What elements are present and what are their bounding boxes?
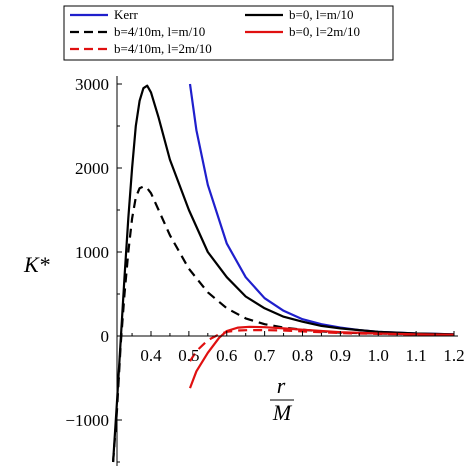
y-axis-title: K* xyxy=(23,252,50,277)
y-tick-label: 0 xyxy=(101,327,110,346)
legend-label: b=0, l=2m/10 xyxy=(289,24,360,39)
y-tick-label: 3000 xyxy=(75,75,109,94)
x-tick-label: 0.8 xyxy=(292,346,313,365)
series-line-0 xyxy=(188,83,455,336)
legend: Kerr b=0, l=m/10 b=4/10m, l=m/10 b=0, l=2m/… xyxy=(63,5,394,61)
x-tick-label: 0.4 xyxy=(140,346,162,365)
x-tick-label: 0.9 xyxy=(330,346,351,365)
x-tick-label: 0.6 xyxy=(216,346,237,365)
x-tick-label: 0.7 xyxy=(254,346,276,365)
series-line-1 xyxy=(112,84,455,463)
axes xyxy=(116,76,458,466)
x-tick-label: 1.1 xyxy=(406,346,427,365)
x-tick-label: 0.5 xyxy=(178,346,199,365)
x-axis-title-numerator: r xyxy=(277,373,286,398)
x-tick-label: 1.2 xyxy=(443,346,464,365)
axis-labels: 0.4 0.5 0.6 0.7 0.8 0.9 1.0 1.1 1.2 3000 2000 1000 0… xyxy=(23,75,465,430)
legend-label: Kerr xyxy=(114,7,138,22)
plot-lines xyxy=(112,83,455,463)
x-tick-label: 1.0 xyxy=(368,346,389,365)
legend-label: b=0, l=m/10 xyxy=(289,7,354,22)
legend-label: b=4/10m, l=2m/10 xyxy=(114,41,212,56)
y-tick-label: 2000 xyxy=(75,159,109,178)
legend-label: b=4/10m, l=m/10 xyxy=(114,24,205,39)
y-tick-label: 1000 xyxy=(75,243,109,262)
y-tick-label: −1000 xyxy=(65,411,109,430)
legend-box xyxy=(63,5,394,61)
series-line-4 xyxy=(189,329,455,362)
x-axis-title-denominator: M xyxy=(272,400,293,425)
